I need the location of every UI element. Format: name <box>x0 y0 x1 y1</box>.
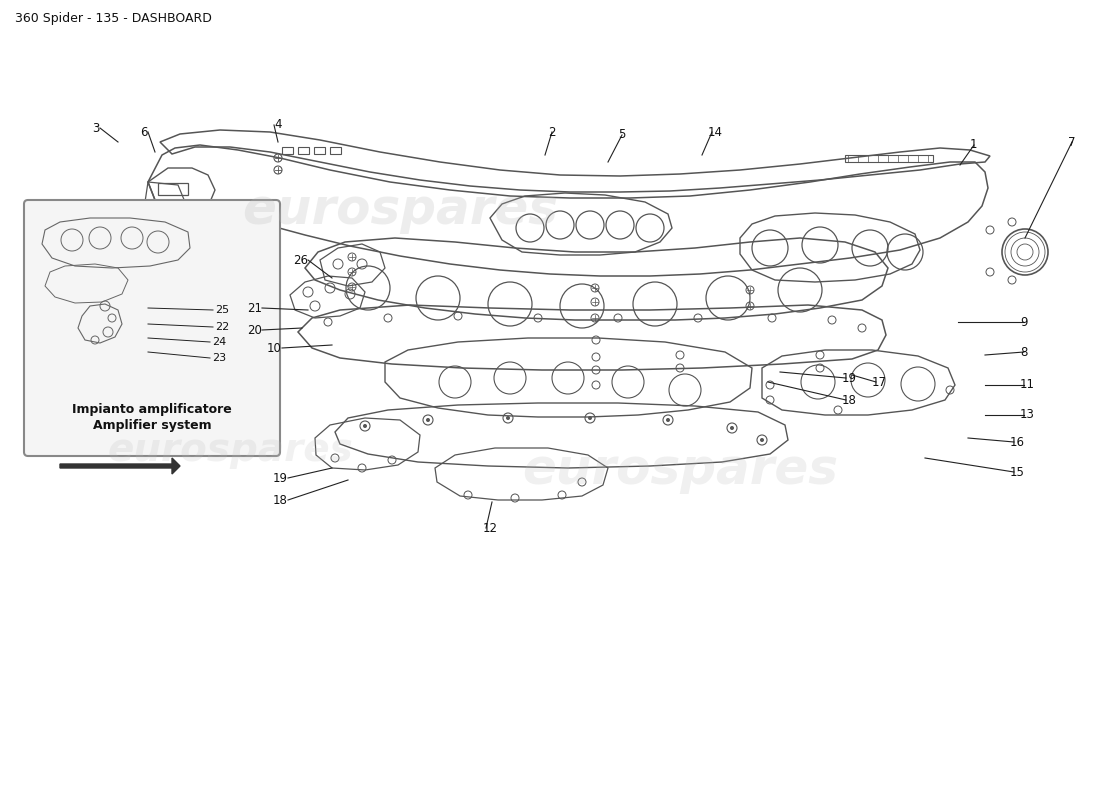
Text: 360 Spider - 135 - DASHBOARD: 360 Spider - 135 - DASHBOARD <box>15 12 212 25</box>
Text: 17: 17 <box>872 375 887 389</box>
Text: 6: 6 <box>141 126 149 138</box>
Bar <box>158 183 188 195</box>
Text: 24: 24 <box>212 337 227 347</box>
Circle shape <box>666 418 670 422</box>
Bar <box>298 147 309 154</box>
Text: 4: 4 <box>274 118 282 131</box>
Circle shape <box>588 416 592 420</box>
Text: 2: 2 <box>548 126 556 138</box>
Text: 21: 21 <box>248 302 262 314</box>
Bar <box>152 210 180 224</box>
Text: 18: 18 <box>273 494 288 506</box>
Text: 1: 1 <box>970 138 978 151</box>
Text: 8: 8 <box>1020 346 1027 358</box>
Text: 20: 20 <box>248 323 262 337</box>
Text: 12: 12 <box>483 522 497 534</box>
Text: 22: 22 <box>214 322 229 332</box>
Text: 15: 15 <box>1010 466 1025 478</box>
Circle shape <box>363 424 367 428</box>
Circle shape <box>426 418 430 422</box>
Text: 11: 11 <box>1020 378 1035 391</box>
Text: 9: 9 <box>1020 315 1027 329</box>
Text: 7: 7 <box>1068 135 1076 149</box>
Circle shape <box>506 416 510 420</box>
Text: Amplifier system: Amplifier system <box>92 419 211 433</box>
Text: 25: 25 <box>214 305 229 315</box>
Bar <box>845 155 933 162</box>
Text: 5: 5 <box>618 129 626 142</box>
Text: 23: 23 <box>212 353 227 363</box>
Polygon shape <box>60 458 180 474</box>
Bar <box>282 147 293 154</box>
Text: Impianto amplificatore: Impianto amplificatore <box>73 403 232 417</box>
Text: 10: 10 <box>267 342 282 354</box>
Text: eurospares: eurospares <box>522 446 838 494</box>
Text: 14: 14 <box>708 126 723 138</box>
Text: eurospares: eurospares <box>107 431 353 469</box>
FancyBboxPatch shape <box>24 200 280 456</box>
Circle shape <box>760 438 764 442</box>
Text: 19: 19 <box>273 471 288 485</box>
Text: 13: 13 <box>1020 409 1035 422</box>
Circle shape <box>730 426 734 430</box>
Bar <box>330 147 341 154</box>
Text: 3: 3 <box>92 122 100 134</box>
Bar <box>314 147 324 154</box>
Text: 16: 16 <box>1010 435 1025 449</box>
Text: 19: 19 <box>842 371 857 385</box>
Text: 18: 18 <box>842 394 857 406</box>
Text: 26: 26 <box>293 254 308 266</box>
Text: eurospares: eurospares <box>242 186 558 234</box>
